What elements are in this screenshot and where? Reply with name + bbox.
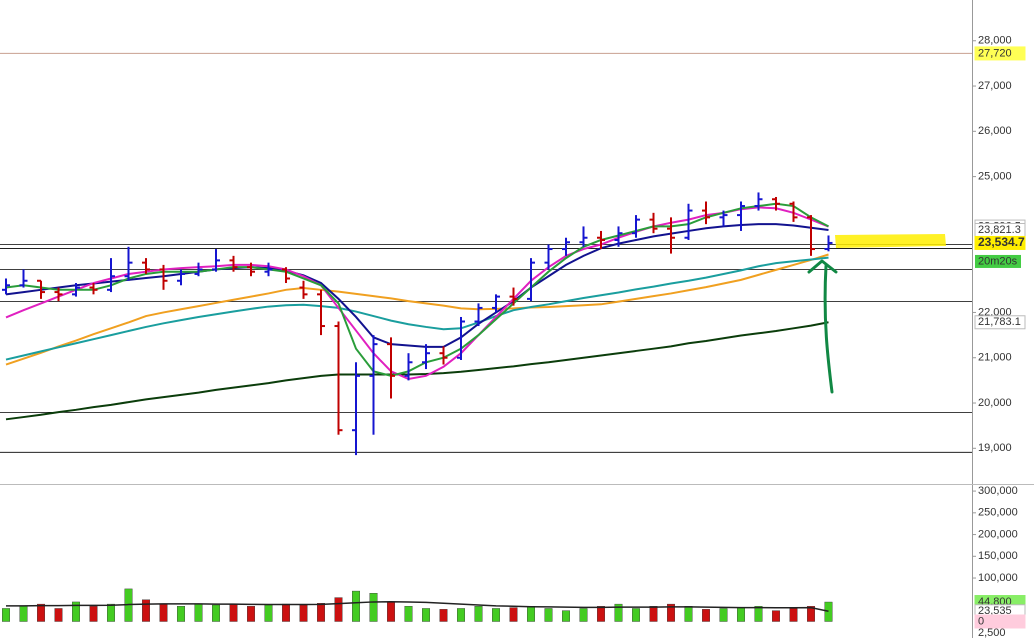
volume-bar — [544, 608, 553, 622]
volume-bar — [579, 608, 588, 622]
y-tick-label: 300,000 — [978, 485, 1018, 497]
moving-average-line — [5, 256, 829, 361]
volume-bar — [754, 606, 763, 622]
volume-bar — [422, 608, 431, 622]
y-tick-label: 21,000 — [978, 352, 1012, 364]
y-tick-label: 20,000 — [978, 397, 1012, 409]
volume-bar — [439, 609, 448, 622]
volume-bar — [246, 606, 255, 622]
volume-bar — [632, 608, 641, 622]
y-tick-label: 19,000 — [978, 442, 1012, 454]
volume-bar — [19, 606, 28, 622]
volume-bar — [509, 607, 518, 622]
volume-bar — [211, 604, 220, 622]
volume-bar — [264, 604, 273, 622]
volume-bar — [719, 608, 728, 622]
highlighter-mark — [835, 234, 946, 248]
moving-average-line — [5, 321, 829, 421]
y-tick-label: 25,000 — [978, 171, 1012, 183]
y-tick-label: 27,000 — [978, 80, 1012, 92]
y-tick-label: 100,000 — [978, 572, 1018, 584]
volume-bar — [562, 610, 571, 622]
level-label: 21,783.1 — [978, 316, 1021, 328]
volume-bar — [317, 603, 326, 622]
volume-bar — [37, 603, 46, 622]
volume-bar — [141, 599, 150, 622]
volume-bar — [334, 597, 343, 622]
volume-bar — [597, 606, 606, 622]
volume-bar — [369, 593, 378, 622]
volume-bar — [229, 603, 238, 622]
volume-bar — [474, 606, 483, 622]
volume-footer-label: 2,500 — [978, 627, 1006, 638]
plot-layer: 28,00027,00026,00025,00022,00021,00020,0… — [0, 35, 1026, 639]
y-tick-label: 28,000 — [978, 35, 1012, 47]
countdown-label: 20m20s — [978, 255, 1018, 267]
moving-average-line — [5, 202, 829, 377]
y-tick-label: 250,000 — [978, 507, 1018, 519]
volume-bar — [352, 590, 361, 622]
volume-bar — [614, 603, 623, 622]
volume-bar — [492, 608, 501, 622]
y-tick-label: 26,000 — [978, 125, 1012, 137]
volume-bar — [702, 609, 711, 622]
volume-bar — [54, 608, 63, 622]
volume-bar — [772, 610, 781, 622]
volume-bar — [89, 606, 98, 622]
volume-bar — [159, 603, 168, 622]
volume-bar — [527, 606, 536, 622]
level-label-box — [974, 315, 1026, 330]
volume-bar — [2, 608, 10, 622]
level-label: 23,534.7 — [978, 235, 1025, 249]
level-label-box — [974, 614, 1026, 629]
arrow-shaft — [823, 264, 834, 394]
volume-bar — [106, 603, 115, 622]
level-label: 27,720 — [978, 47, 1012, 59]
volume-bar — [649, 606, 658, 622]
volume-bar — [176, 606, 185, 622]
volume-bar — [824, 601, 833, 622]
volume-bar — [457, 608, 466, 622]
level-label-box — [974, 235, 1026, 250]
moving-average-line — [5, 206, 829, 381]
volume-bar — [194, 603, 203, 622]
volume-bar — [404, 606, 413, 622]
level-label: 23,535 — [978, 605, 1012, 617]
countdown-box — [975, 254, 1021, 268]
volume-bar — [387, 601, 396, 622]
level-label: 23,821.3 — [978, 224, 1021, 236]
volume-bar — [282, 603, 291, 622]
level-label: 0 — [978, 615, 984, 627]
volume-bar — [789, 608, 798, 622]
volume-bar — [667, 603, 676, 622]
volume-bar — [684, 606, 693, 622]
moving-average-line — [5, 223, 829, 348]
volume-bar — [737, 607, 746, 622]
y-tick-label: 150,000 — [978, 550, 1018, 562]
level-label-box — [974, 46, 1026, 61]
volume-bar — [299, 604, 308, 622]
moving-average-line — [5, 253, 829, 366]
arrow-head — [807, 259, 838, 274]
volume-ma-line — [6, 600, 829, 613]
y-tick-label: 200,000 — [978, 528, 1018, 540]
volume-bar — [71, 601, 80, 622]
volume-bar — [807, 606, 816, 622]
